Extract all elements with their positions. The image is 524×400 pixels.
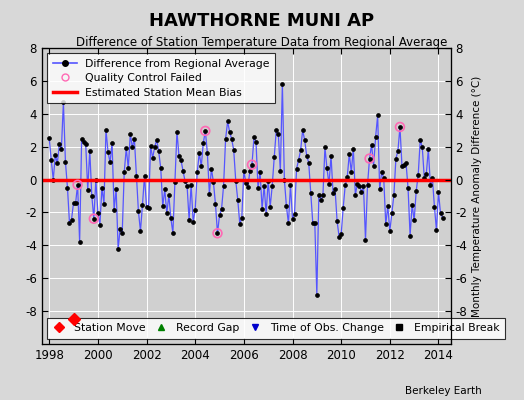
Legend: Station Move, Record Gap, Time of Obs. Change, Empirical Break: Station Move, Record Gap, Time of Obs. C… [47, 318, 506, 338]
Point [73, 182, 82, 188]
Point [201, 128, 210, 134]
Text: HAWTHORNE MUNI AP: HAWTHORNE MUNI AP [149, 12, 375, 30]
Point [213, 230, 222, 236]
Y-axis label: Monthly Temperature Anomaly Difference (°C): Monthly Temperature Anomaly Difference (… [472, 75, 482, 317]
Point [396, 124, 404, 130]
Point [248, 162, 256, 168]
Text: Berkeley Earth: Berkeley Earth [406, 386, 482, 396]
Point [365, 155, 374, 162]
Point [90, 216, 98, 222]
Text: Difference of Station Temperature Data from Regional Average: Difference of Station Temperature Data f… [77, 36, 447, 49]
